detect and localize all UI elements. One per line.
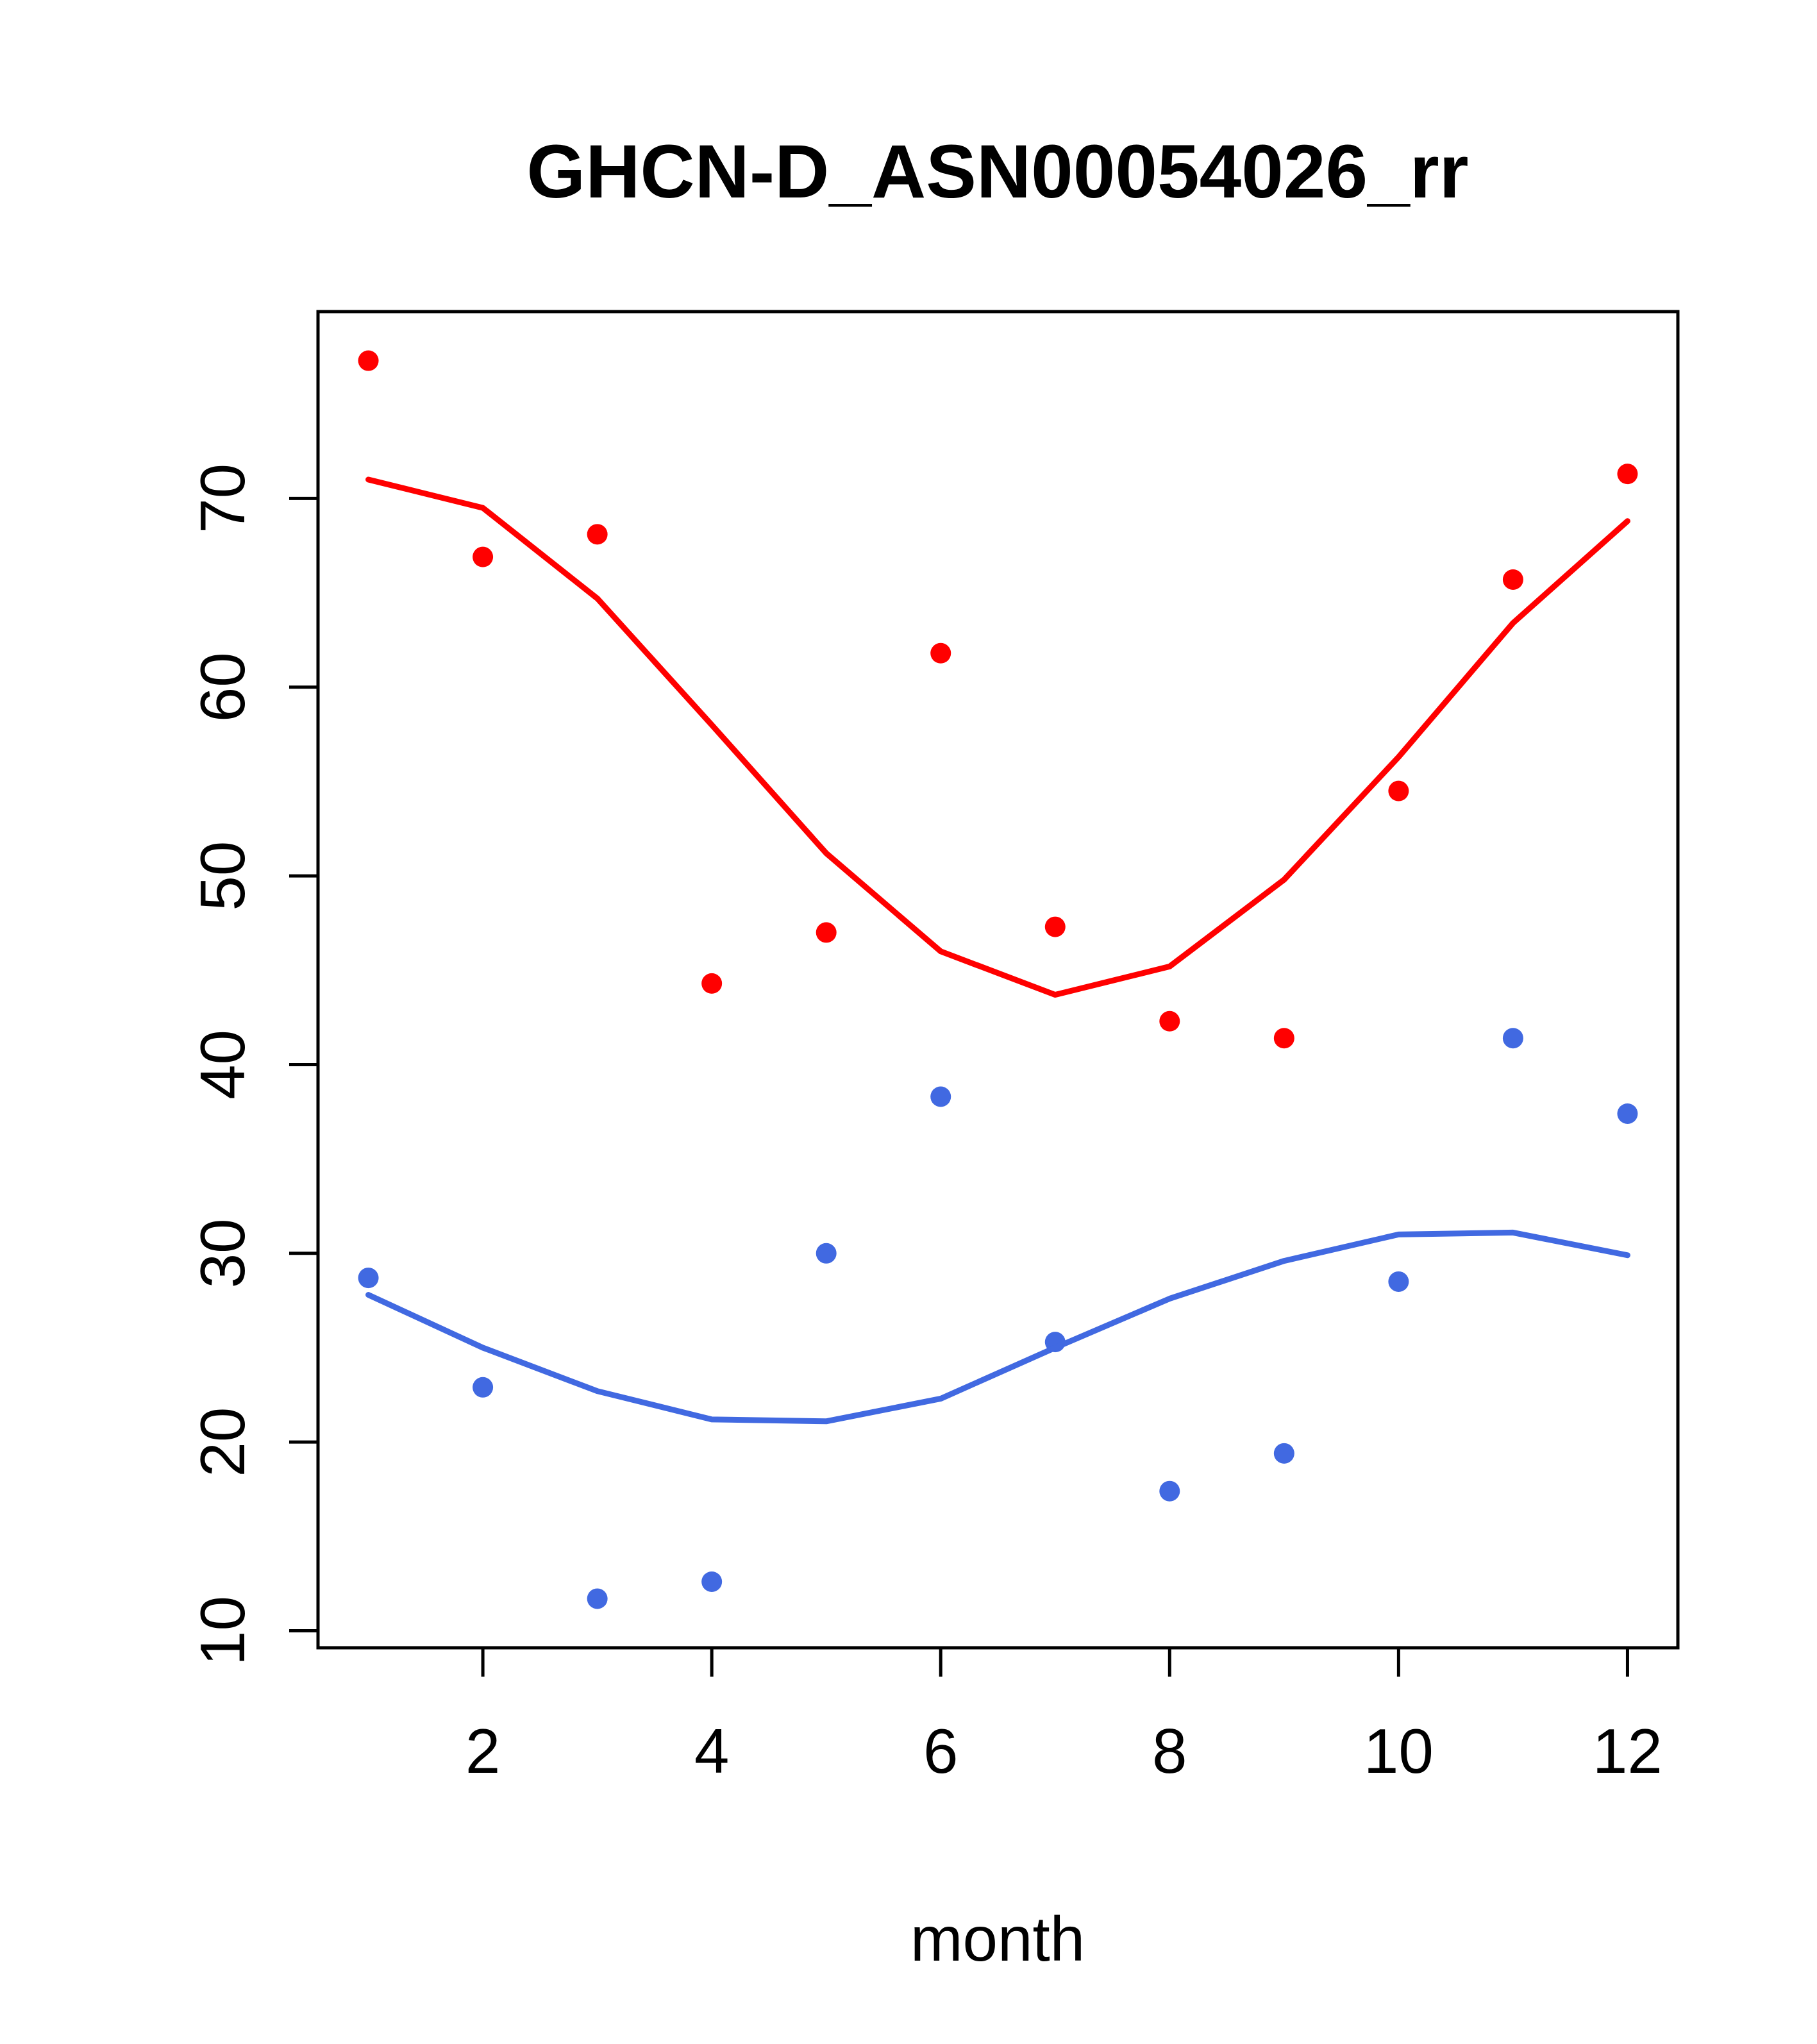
x-tick-label: 8: [1152, 1716, 1187, 1786]
y-tick-label: 30: [187, 1218, 258, 1288]
blue-points-marker: [358, 1268, 379, 1289]
blue-points-marker: [1388, 1271, 1409, 1292]
plot-area: 2 4 6 8 10 12 10 20 30 40 50 60 70: [187, 310, 1680, 1786]
x-tick-label: 4: [694, 1716, 730, 1786]
x-tick-label: 6: [923, 1716, 959, 1786]
red-points-marker: [1044, 916, 1066, 937]
red-points-marker: [1159, 1010, 1180, 1032]
x-tick-label: 2: [465, 1716, 501, 1786]
y-tick-label: 50: [187, 841, 258, 911]
blue-points-marker: [701, 1571, 723, 1592]
red-points-marker: [1502, 569, 1523, 590]
blue-points-marker: [930, 1086, 951, 1107]
red-points-marker: [358, 350, 379, 371]
y-tick-label: 20: [187, 1407, 258, 1477]
y-tick-label: 60: [187, 652, 258, 722]
chart-title: GHCN-D_ASN00054026_rr: [526, 130, 1468, 214]
red-points-marker: [930, 642, 951, 664]
blue-points-marker: [1273, 1443, 1294, 1464]
red-points-marker: [587, 524, 608, 545]
y-tick-label: 70: [187, 464, 258, 533]
blue-points-marker: [473, 1377, 494, 1398]
x-tick-label: 10: [1364, 1716, 1434, 1786]
red-points-marker: [1273, 1028, 1294, 1049]
blue-points-marker: [1617, 1103, 1638, 1124]
y-tick-label: 40: [187, 1030, 258, 1100]
blue-points-marker: [587, 1588, 608, 1609]
red-points-marker: [1388, 780, 1409, 801]
red-smooth-line: [365, 476, 1630, 998]
red-points-marker: [816, 922, 837, 943]
red-points-marker: [701, 973, 723, 994]
red-points-marker: [1617, 464, 1638, 485]
y-tick-label: 10: [187, 1596, 258, 1666]
x-tick-label: 12: [1593, 1716, 1662, 1786]
red-points-marker: [473, 546, 494, 567]
x-axis-label: month: [910, 1904, 1085, 1974]
blue-points-marker: [1159, 1480, 1180, 1502]
plot-border: [316, 310, 1680, 1650]
blue-points-marker: [1502, 1028, 1523, 1049]
blue-smooth-line: [365, 1229, 1630, 1425]
blue-points-marker: [816, 1243, 837, 1264]
